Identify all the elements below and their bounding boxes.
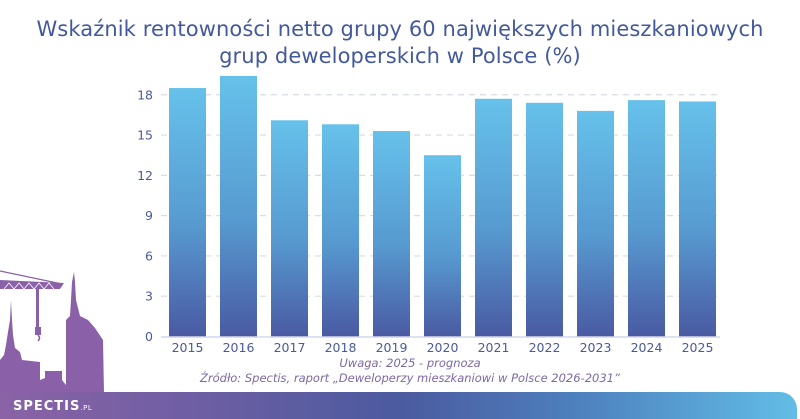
- y-tick-label: 15: [137, 128, 153, 143]
- x-tick-label: 2016: [223, 340, 255, 355]
- y-tick-label: 12: [137, 168, 153, 183]
- chart-title-line-1: Wskaźnik rentowności netto grupy 60 najw…: [36, 17, 764, 41]
- chart-notes: Uwaga: 2025 - prognoza Źródło: Spectis, …: [180, 356, 640, 386]
- x-tick-label: 2019: [376, 340, 408, 355]
- x-axis-labels: 2015 2016 2017 2018 2019 2020 2021 2022 2023 2024…: [172, 340, 714, 355]
- brand-name: SPECTIS: [13, 399, 81, 414]
- bar-2015: [169, 88, 206, 337]
- y-tick-label: 18: [137, 87, 153, 102]
- forecast-note: Uwaga: 2025 - prognoza: [339, 356, 481, 370]
- bar-2017: [271, 120, 308, 337]
- y-tick-label: 9: [145, 208, 153, 223]
- bars: [169, 75, 716, 337]
- brand-logo: SPECTIS.PL: [13, 399, 92, 414]
- y-axis-ticks: 0 3 6 9 12 15 18: [137, 87, 153, 344]
- x-tick-label: 2024: [631, 340, 663, 355]
- x-tick-label: 2015: [172, 340, 204, 355]
- bar-2023: [577, 110, 614, 337]
- x-tick-label: 2020: [427, 340, 459, 355]
- bar-2024: [628, 100, 665, 337]
- crane-icon: [0, 270, 64, 342]
- bar-2025: [679, 101, 716, 337]
- y-tick-label: 6: [145, 248, 153, 263]
- x-tick-label: 2018: [325, 340, 357, 355]
- x-tick-label: 2021: [478, 340, 510, 355]
- source-note: Źródło: Spectis, raport „Deweloperzy mie…: [200, 371, 620, 385]
- chart-title: Wskaźnik rentowności netto grupy 60 najw…: [0, 16, 800, 70]
- skyline-illustration: [0, 270, 180, 419]
- bar-2018: [322, 124, 359, 337]
- x-tick-label: 2023: [580, 340, 612, 355]
- x-tick-label: 2022: [529, 340, 561, 355]
- bar-2021: [475, 98, 512, 337]
- bar-2016: [220, 75, 257, 337]
- x-tick-label: 2017: [274, 340, 306, 355]
- chart-title-line-2: grup deweloperskich w Polsce (%): [219, 44, 581, 68]
- x-tick-label: 2025: [682, 340, 714, 355]
- bar-2019: [373, 131, 410, 337]
- y-tick-label: 3: [145, 289, 153, 304]
- brand-suffix: .PL: [80, 404, 93, 412]
- footer-band: [0, 392, 797, 419]
- bar-2022: [526, 102, 563, 337]
- y-tick-label: 0: [145, 329, 153, 344]
- bar-2020: [424, 155, 461, 337]
